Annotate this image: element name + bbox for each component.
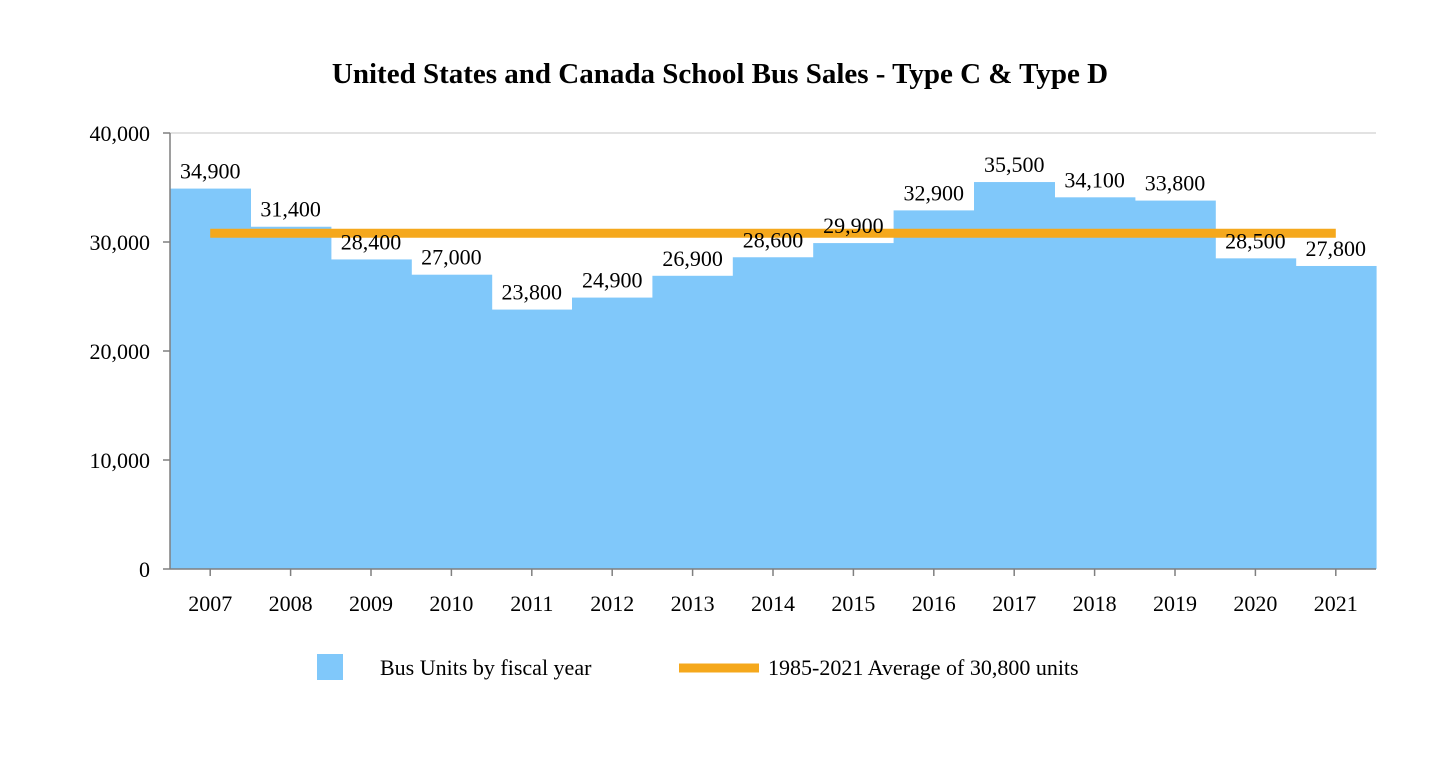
x-tick-label: 2019 [1153,591,1197,616]
bar [974,182,1055,570]
x-tick-label: 2015 [831,591,875,616]
data-label: 27,800 [1306,236,1367,261]
bar [1054,197,1136,569]
data-label: 32,900 [904,180,965,205]
bar [411,274,493,569]
data-label: 24,900 [582,268,643,293]
x-tick-label: 2018 [1073,591,1117,616]
x-tick-label: 2021 [1314,591,1358,616]
data-label: 26,900 [662,246,723,271]
bar [572,297,653,569]
bar [1134,200,1216,569]
data-label: 23,800 [502,280,563,305]
y-tick-label: 40,000 [90,121,151,146]
data-label: 34,100 [1064,167,1125,192]
chart-title: United States and Canada School Bus Sale… [331,58,1109,90]
x-tick-label: 2014 [751,591,795,616]
data-label: 28,600 [743,227,804,252]
legend-label-bus-units: Bus Units by fiscal year [380,655,592,680]
bar [813,243,895,569]
x-tick-label: 2011 [510,591,553,616]
legend-swatch-bus-units [317,654,343,680]
bar [732,257,814,569]
bar [250,226,332,570]
y-tick-label: 20,000 [90,339,151,364]
data-label: 27,000 [421,245,482,270]
bar [330,259,412,569]
data-label: 34,900 [180,159,241,184]
y-tick-label: 0 [139,557,150,582]
x-tick-label: 2010 [429,591,473,616]
data-label: 33,800 [1145,171,1206,196]
x-tick-label: 2016 [912,591,956,616]
bar [170,188,251,569]
bar [893,210,975,569]
x-tick-label: 2007 [188,591,232,616]
y-tick-label: 10,000 [90,448,151,473]
data-label: 28,500 [1225,228,1286,253]
bar [491,309,573,569]
data-label: 35,500 [984,152,1045,177]
bar [1295,265,1377,569]
y-tick-label: 30,000 [90,230,151,255]
x-tick-label: 2020 [1233,591,1277,616]
data-label: 31,400 [260,197,321,222]
bar [652,275,734,569]
x-tick-label: 2013 [671,591,715,616]
data-label: 29,900 [823,213,884,238]
legend-label-average: 1985-2021 Average of 30,800 units [768,655,1079,680]
bar [1215,258,1297,569]
x-tick-label: 2017 [992,591,1036,616]
x-tick-label: 2008 [269,591,313,616]
x-tick-label: 2012 [590,591,634,616]
data-label: 28,400 [341,229,402,254]
x-tick-label: 2009 [349,591,393,616]
